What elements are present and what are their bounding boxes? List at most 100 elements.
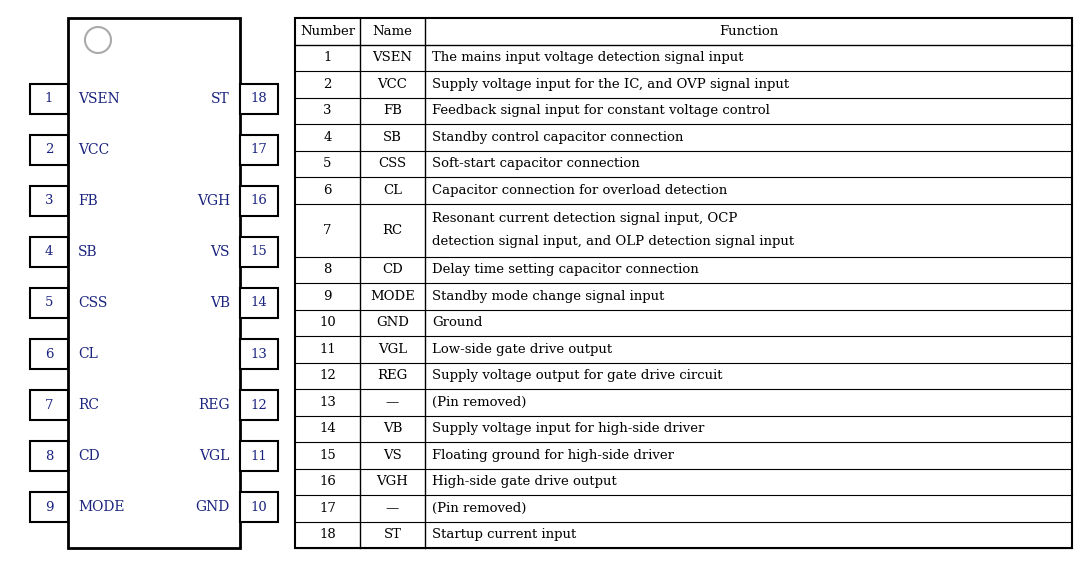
Text: detection signal input, and OLP detection signal input: detection signal input, and OLP detectio… xyxy=(432,235,794,248)
Text: 5: 5 xyxy=(323,157,332,170)
Text: 16: 16 xyxy=(251,194,268,207)
Text: Supply voltage input for the IC, and OVP signal input: Supply voltage input for the IC, and OVP… xyxy=(432,78,789,91)
Text: VGH: VGH xyxy=(197,194,230,208)
Text: 8: 8 xyxy=(323,263,332,276)
Text: CSS: CSS xyxy=(78,296,107,310)
Text: Startup current input: Startup current input xyxy=(432,528,577,541)
Text: FB: FB xyxy=(78,194,98,208)
Text: VCC: VCC xyxy=(78,143,109,157)
Text: Delay time setting capacitor connection: Delay time setting capacitor connection xyxy=(432,263,699,276)
Text: Soft-start capacitor connection: Soft-start capacitor connection xyxy=(432,157,639,170)
Text: FB: FB xyxy=(383,104,402,117)
Text: 12: 12 xyxy=(319,369,336,382)
Text: VB: VB xyxy=(210,296,230,310)
Text: 1: 1 xyxy=(323,52,332,65)
Text: 4: 4 xyxy=(323,131,332,144)
Text: 6: 6 xyxy=(323,184,332,197)
Text: ST: ST xyxy=(212,92,230,105)
Text: The mains input voltage detection signal input: The mains input voltage detection signal… xyxy=(432,52,743,65)
Text: Resonant current detection signal input, OCP: Resonant current detection signal input,… xyxy=(432,212,738,225)
Text: 5: 5 xyxy=(44,297,53,310)
Text: VS: VS xyxy=(211,245,230,259)
Text: 10: 10 xyxy=(251,501,268,514)
Text: High-side gate drive output: High-side gate drive output xyxy=(432,475,617,488)
Text: CSS: CSS xyxy=(378,157,406,170)
Text: SB: SB xyxy=(383,131,402,144)
Text: 1: 1 xyxy=(44,92,53,105)
Text: 17: 17 xyxy=(319,501,336,514)
Bar xyxy=(68,18,240,548)
Text: Name: Name xyxy=(373,25,413,38)
Text: —: — xyxy=(386,501,400,514)
Text: CD: CD xyxy=(78,449,99,464)
Text: GND: GND xyxy=(195,500,230,514)
Text: 4: 4 xyxy=(44,246,53,259)
Text: 3: 3 xyxy=(323,104,332,117)
Bar xyxy=(30,390,68,420)
Text: 8: 8 xyxy=(44,450,53,463)
Text: VS: VS xyxy=(383,449,402,462)
Text: 18: 18 xyxy=(251,92,268,105)
Text: Function: Function xyxy=(719,25,778,38)
Text: GND: GND xyxy=(376,316,409,329)
Text: 16: 16 xyxy=(319,475,336,488)
Text: VGL: VGL xyxy=(378,343,407,356)
Text: 2: 2 xyxy=(44,143,53,156)
Text: 9: 9 xyxy=(44,501,53,514)
Text: 11: 11 xyxy=(251,450,268,463)
Text: Floating ground for high-side driver: Floating ground for high-side driver xyxy=(432,449,674,462)
Text: VGL: VGL xyxy=(200,449,230,464)
Text: VCC: VCC xyxy=(378,78,407,91)
Bar xyxy=(240,441,278,471)
Bar xyxy=(30,186,68,216)
Text: CL: CL xyxy=(383,184,402,197)
Bar xyxy=(30,441,68,471)
Text: 10: 10 xyxy=(319,316,336,329)
Text: VB: VB xyxy=(382,422,402,435)
Text: SB: SB xyxy=(78,245,97,259)
Bar xyxy=(240,492,278,522)
Text: 9: 9 xyxy=(323,290,332,303)
Text: MODE: MODE xyxy=(370,290,415,303)
Text: 3: 3 xyxy=(44,194,53,207)
Bar xyxy=(30,84,68,114)
Text: MODE: MODE xyxy=(78,500,124,514)
Text: 14: 14 xyxy=(251,297,268,310)
Text: REG: REG xyxy=(199,398,230,412)
Text: Low-side gate drive output: Low-side gate drive output xyxy=(432,343,612,356)
Bar xyxy=(240,237,278,267)
Text: 11: 11 xyxy=(319,343,336,356)
Text: RC: RC xyxy=(78,398,99,412)
Text: VSEN: VSEN xyxy=(78,92,120,105)
Text: 2: 2 xyxy=(323,78,332,91)
Bar xyxy=(240,135,278,165)
Text: (Pin removed): (Pin removed) xyxy=(432,396,526,409)
Bar xyxy=(240,339,278,369)
Text: CL: CL xyxy=(78,347,98,361)
Text: 14: 14 xyxy=(319,422,336,435)
Bar xyxy=(240,390,278,420)
Text: 15: 15 xyxy=(251,246,268,259)
Bar xyxy=(240,186,278,216)
Text: 13: 13 xyxy=(251,348,268,361)
Text: CD: CD xyxy=(382,263,403,276)
Bar xyxy=(30,492,68,522)
Text: 13: 13 xyxy=(319,396,336,409)
Text: RC: RC xyxy=(382,224,403,237)
Text: 6: 6 xyxy=(44,348,53,361)
Text: Supply voltage output for gate drive circuit: Supply voltage output for gate drive cir… xyxy=(432,369,723,382)
Text: Number: Number xyxy=(300,25,355,38)
Text: Ground: Ground xyxy=(432,316,483,329)
Bar xyxy=(240,84,278,114)
Bar xyxy=(240,288,278,318)
Text: 7: 7 xyxy=(44,398,53,411)
Bar xyxy=(295,18,1072,548)
Text: 12: 12 xyxy=(251,398,268,411)
Text: —: — xyxy=(386,396,400,409)
Text: Supply voltage input for high-side driver: Supply voltage input for high-side drive… xyxy=(432,422,704,435)
Text: VGH: VGH xyxy=(377,475,408,488)
Bar xyxy=(30,135,68,165)
Bar xyxy=(30,288,68,318)
Text: Capacitor connection for overload detection: Capacitor connection for overload detect… xyxy=(432,184,727,197)
Text: REG: REG xyxy=(377,369,407,382)
